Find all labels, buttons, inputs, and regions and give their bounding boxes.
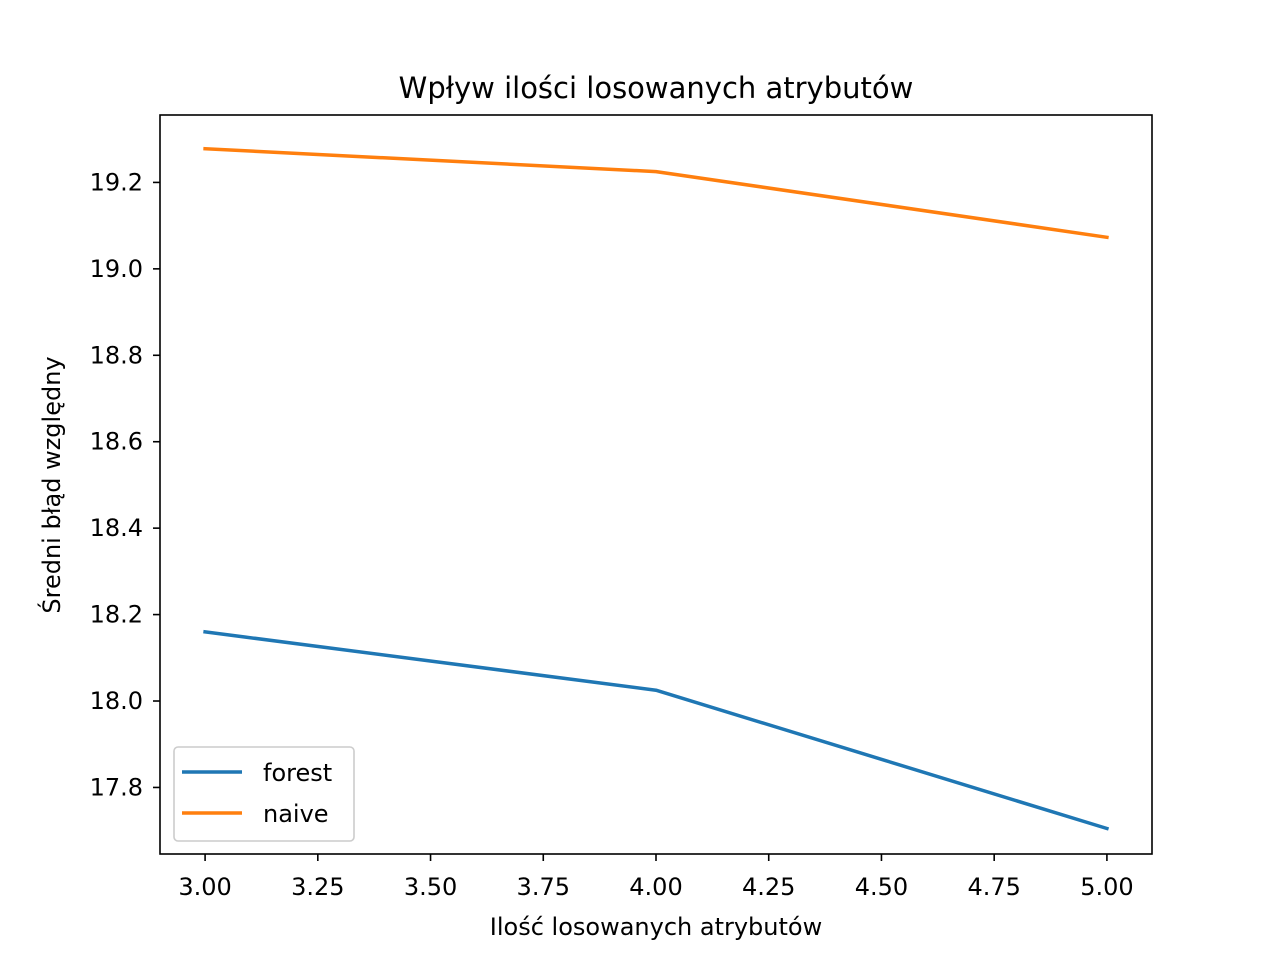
- y-tick-label: 18.4: [90, 514, 143, 542]
- x-tick-label: 3.75: [517, 873, 570, 901]
- y-tick-label: 18.0: [90, 687, 143, 715]
- x-tick-label: 3.00: [178, 873, 231, 901]
- legend-label-forest: forest: [263, 759, 332, 787]
- axes-frame: [159, 114, 1153, 855]
- y-tick-label: 19.2: [90, 168, 143, 196]
- x-axis-ticks: 3.00 3.25 3.50 3.75 4.00 4.25 4.50 4.75 5.00: [178, 854, 1134, 901]
- y-axis-label: Średni błąd względny: [36, 356, 66, 613]
- y-axis-ticks: 17.8 18.0 18.2 18.4 18.6 18.8 19.0 19.2: [90, 168, 160, 801]
- legend-label-naive: naive: [263, 800, 329, 828]
- x-tick-label: 4.25: [742, 873, 795, 901]
- x-tick-label: 4.00: [629, 873, 682, 901]
- x-tick-label: 4.75: [967, 873, 1020, 901]
- y-tick-label: 17.8: [90, 773, 143, 801]
- x-tick-label: 3.50: [404, 873, 457, 901]
- x-tick-label: 3.25: [291, 873, 344, 901]
- y-tick-label: 18.2: [90, 601, 143, 629]
- series-line-naive: [203, 146, 1109, 240]
- legend: forest naive: [173, 746, 355, 842]
- plot-lines: [203, 146, 1110, 831]
- x-tick-label: 4.50: [855, 873, 908, 901]
- y-tick-label: 18.6: [90, 428, 143, 456]
- y-tick-label: 18.8: [90, 341, 143, 369]
- y-tick-label: 19.0: [90, 255, 143, 283]
- x-tick-label: 5.00: [1080, 873, 1133, 901]
- chart-title: Wpływ ilości losowanych atrybutów: [399, 71, 914, 105]
- series-line-forest: [203, 629, 1110, 831]
- x-axis-label: Ilość losowanych atrybutów: [490, 913, 822, 941]
